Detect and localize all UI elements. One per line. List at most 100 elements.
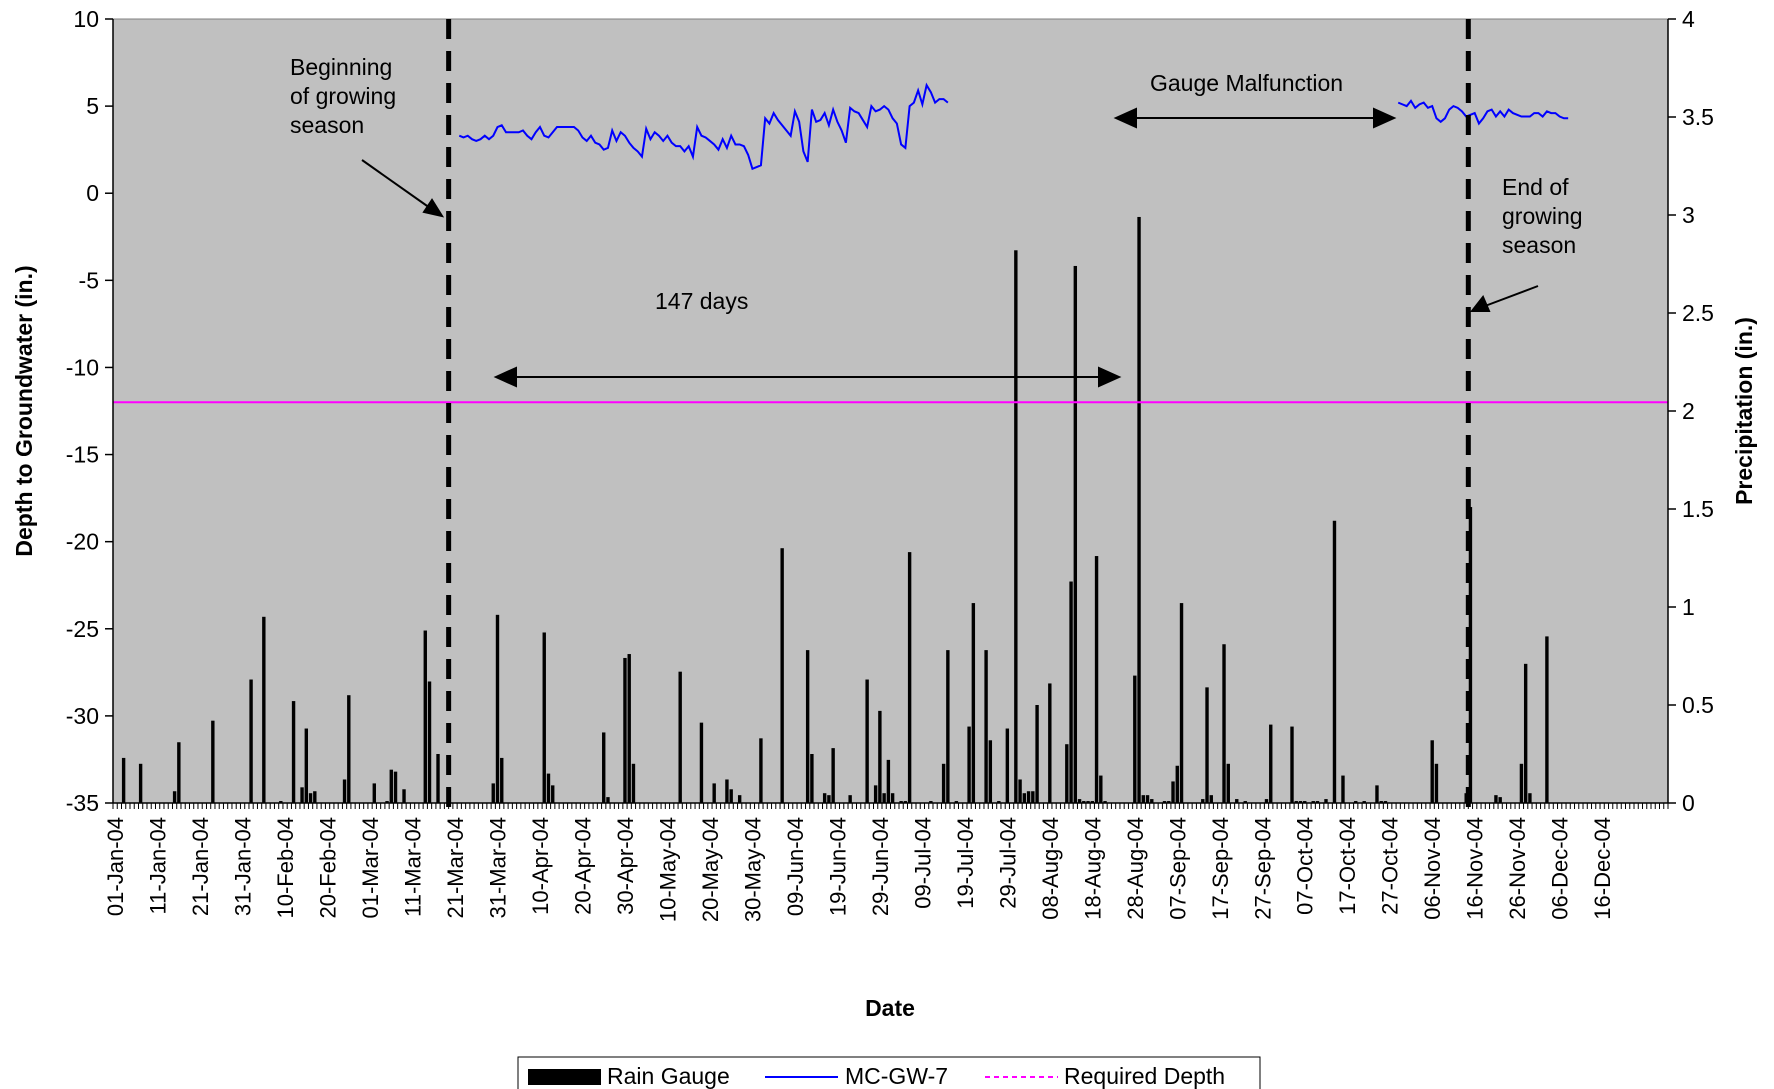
rain-bar-7 [279, 801, 283, 803]
rain-bar-75 [1069, 581, 1073, 803]
x-tick-label: 10-Apr-04 [528, 817, 553, 915]
rain-bar-0 [121, 757, 126, 803]
rain-bar-31 [623, 657, 627, 803]
rain-bar-11 [308, 793, 313, 803]
rain-bar-54 [899, 801, 903, 803]
rain-bar-17 [389, 769, 393, 803]
rain-bar-56 [907, 552, 912, 803]
rain-bar-101 [1264, 799, 1269, 803]
x-tick-label: 16-Dec-04 [1590, 817, 1615, 920]
legend-label-rain: Rain Gauge [607, 1063, 730, 1089]
x-tick-label: 07-Sep-04 [1165, 817, 1190, 920]
rain-bar-4 [211, 720, 215, 803]
x-tick-label: 20-Feb-04 [316, 817, 341, 919]
annotations: Beginning of growing season End of growi… [290, 54, 1589, 388]
rain-bar-34 [678, 671, 682, 803]
rain-bar-76 [1073, 265, 1078, 804]
legend-label-gw: MC-GW-7 [845, 1063, 948, 1089]
rain-bar-50 [878, 710, 882, 803]
arrow-malfunction [1113, 107, 1397, 129]
rain-bar-103 [1290, 726, 1294, 803]
rain-bar-71 [1031, 791, 1035, 803]
x-minor-ticks [112, 803, 1669, 809]
x-tick-label: 21-Mar-04 [443, 817, 468, 918]
rain-bar-8 [291, 701, 296, 803]
rain-bar-121 [1494, 795, 1498, 803]
annotation-end-line-3: season [1502, 232, 1576, 258]
annotation-147-days: 147 days [655, 288, 748, 314]
rain-bar-23 [491, 783, 495, 803]
annotation-end-line-2: growing [1502, 203, 1583, 229]
rain-bar-123 [1519, 763, 1524, 803]
rain-bar-3 [177, 742, 181, 803]
left-tick-label: -25 [66, 616, 99, 642]
rain-bar-105 [1298, 801, 1303, 803]
rain-bar-55 [903, 801, 908, 803]
rain-bar-29 [602, 732, 606, 803]
rain-bar-40 [759, 738, 763, 803]
rain-bar-118 [1434, 763, 1439, 803]
annotation-begin-line-1: Beginning [290, 54, 392, 80]
rain-bar-100 [1243, 801, 1247, 803]
rain-bar-62 [971, 603, 976, 803]
x-tick-label: 06-Dec-04 [1548, 817, 1573, 920]
x-tick-label: 06-Nov-04 [1420, 817, 1445, 920]
rain-bar-15 [372, 783, 376, 803]
rain-bar-125 [1528, 793, 1532, 803]
x-tick-label: 30-Apr-04 [613, 817, 638, 915]
growing-season-markers [446, 19, 1471, 817]
rain-bar-47 [848, 795, 852, 803]
arrow-147-days [493, 366, 1122, 388]
left-tick-label: -10 [66, 354, 99, 380]
x-tick-label: 01-Jan-04 [103, 817, 128, 916]
rain-bar-124 [1523, 663, 1528, 803]
rain-bar-79 [1086, 801, 1090, 803]
rain-bar-6 [262, 616, 266, 803]
rain-bar-5 [249, 679, 253, 803]
rain-bar-18 [393, 771, 398, 803]
rain-bar-2 [172, 791, 177, 803]
annotation-begin: Beginning of growing season [290, 54, 403, 138]
rain-bar-68 [1018, 779, 1022, 803]
legend: Rain Gauge MC-GW-7 Required Depth [517, 1056, 1261, 1089]
left-tick-label: 5 [86, 93, 99, 119]
rain-bar-61 [967, 726, 971, 803]
rain-bar-85 [1137, 216, 1141, 803]
rain-bar-45 [827, 795, 831, 803]
rain-bar-26 [542, 632, 546, 803]
rain-bar-14 [347, 695, 351, 803]
rain-bar-98 [1226, 763, 1230, 803]
rain-bar-58 [941, 763, 946, 803]
arrow-end [1469, 285, 1539, 312]
x-tick-label: 31-Jan-04 [231, 817, 256, 916]
annotation-end-line-1: End of [1502, 174, 1569, 200]
rain-bar-19 [402, 789, 406, 803]
left-tick-label: -5 [79, 267, 99, 293]
rain-bar-63 [984, 650, 988, 803]
rain-bar-51 [882, 793, 886, 803]
x-tick-label: 27-Oct-04 [1378, 817, 1403, 915]
rain-bar-69 [1022, 793, 1027, 803]
legend-box [517, 1056, 1261, 1089]
rain-bar-113 [1362, 801, 1366, 803]
rain-bar-9 [300, 787, 304, 803]
rain-bar-39 [737, 795, 742, 803]
annotation-end: End of growing season [1502, 174, 1589, 258]
right-tick-label: 2 [1682, 398, 1695, 424]
legend-swatch-rain [528, 1069, 601, 1085]
x-tick-label: 09-Jul-04 [910, 817, 935, 909]
left-tick-label: -30 [66, 703, 99, 729]
rain-bar-92 [1175, 765, 1179, 803]
right-axis-ticks: 4 3.5 3 2.5 2 1.5 1 0.5 0 [1668, 6, 1714, 816]
rain-bar-10 [304, 728, 309, 803]
rain-bar-30 [606, 797, 610, 803]
x-tick-label: 31-Mar-04 [486, 817, 511, 918]
rain-bar-22 [436, 754, 440, 803]
rain-bar-42 [805, 650, 810, 803]
rain-bar-107 [1311, 801, 1315, 803]
right-tick-label: 4 [1682, 6, 1695, 32]
rain-bar-24 [495, 614, 500, 803]
x-tick-label: 19-Jul-04 [953, 817, 978, 909]
rain-bar-20 [423, 630, 427, 803]
